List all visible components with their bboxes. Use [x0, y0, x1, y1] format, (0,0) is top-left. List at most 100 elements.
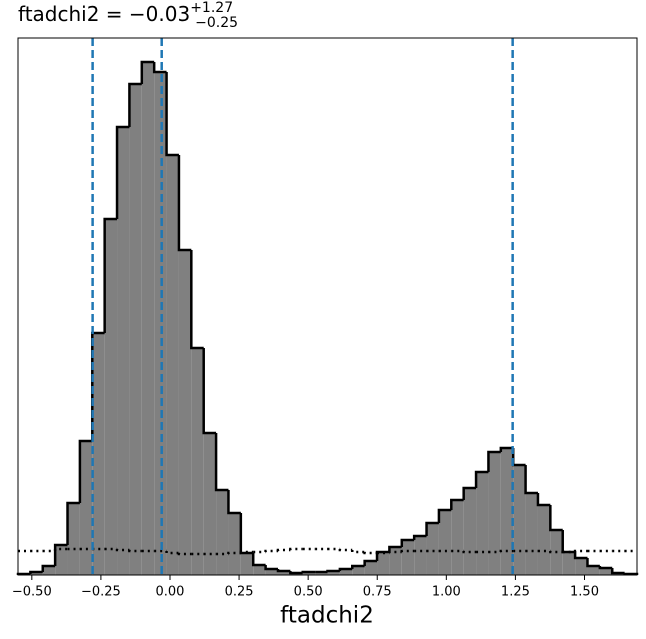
histogram-bar [537, 505, 551, 575]
x-tick-label: 1.50 [570, 585, 599, 600]
histogram-outline [214, 433, 229, 492]
histogram-outline [289, 571, 303, 575]
histogram-outline [202, 348, 217, 435]
histogram-outline [425, 521, 439, 536]
histogram-bar [166, 155, 179, 575]
histogram-outline [177, 155, 192, 252]
histogram-outline [103, 217, 118, 333]
histogram-outline [363, 559, 378, 566]
histogram-outline [499, 446, 514, 452]
histogram-outline [462, 486, 477, 500]
prior-line [239, 550, 254, 554]
histogram-outline [140, 60, 155, 84]
histogram-bar [426, 523, 439, 575]
histogram-bar [476, 472, 489, 575]
histogram-bar [129, 84, 142, 575]
histogram-bar [587, 566, 600, 575]
histogram-bar [240, 553, 254, 575]
histogram-bar [265, 569, 278, 575]
histogram-outline [227, 490, 241, 515]
histogram-outline [53, 543, 68, 566]
prior-line [276, 548, 291, 552]
prior-line [388, 550, 402, 554]
histogram-bar [327, 571, 340, 575]
chart-title: ftadchi2 = −0.03+1.27 −0.25 [18, 0, 238, 31]
histogram-bar [228, 513, 241, 575]
prior-line [165, 551, 179, 555]
prior-line [128, 549, 142, 553]
histogram-bar [500, 448, 514, 575]
histogram-bar [339, 569, 353, 575]
histogram-outline [573, 552, 588, 560]
histogram-outline [276, 569, 291, 573]
prior-line [400, 549, 415, 553]
histogram-bar [414, 536, 427, 575]
x-tick-label: 0.75 [363, 585, 392, 600]
prior-line [351, 550, 365, 554]
histogram-outline [524, 465, 538, 495]
histogram-bar [352, 566, 365, 575]
histogram-outline [474, 470, 489, 488]
title-sub: −0.25 [195, 15, 238, 31]
histogram-outline [251, 553, 266, 567]
histogram-outline [536, 493, 551, 507]
histogram-bar [30, 572, 43, 575]
x-tick-label: 1.00 [432, 585, 461, 600]
histogram-bar [104, 219, 118, 575]
x-tick-label: −0.25 [81, 585, 121, 600]
histogram-bar [364, 561, 378, 575]
histogram-bar [117, 127, 130, 575]
histogram-bar [438, 510, 452, 575]
histogram-outline [610, 568, 625, 575]
prior-line [549, 550, 563, 554]
title-main: ftadchi2 = −0.03 [18, 2, 190, 26]
histogram-bar [253, 565, 266, 575]
histogram-outline [437, 508, 452, 523]
histogram-outline [190, 250, 204, 350]
histogram-bar [389, 547, 402, 575]
histogram-bar [141, 62, 155, 575]
histogram-bar [513, 465, 526, 575]
histogram-bar [488, 452, 501, 575]
histogram-bar [203, 433, 217, 575]
histogram-outline [29, 570, 43, 574]
histogram-outline [487, 450, 501, 472]
histogram-bar [92, 333, 105, 575]
histogram-outline [511, 448, 526, 467]
histogram-bar [451, 500, 464, 575]
histogram-bar [67, 503, 80, 575]
histogram-outline [549, 505, 563, 532]
histogram-outline [561, 530, 576, 554]
histogram-outline [165, 72, 179, 157]
prior-line [115, 548, 130, 552]
prior-line [462, 550, 477, 554]
histogram-bar [191, 348, 204, 575]
x-tick-label: 0.25 [225, 585, 254, 600]
histogram-bar [401, 540, 415, 575]
histogram-bar [463, 488, 477, 575]
prior-line [338, 548, 353, 552]
histogram-outline [66, 501, 80, 545]
histogram-outline [598, 566, 613, 570]
histogram-bar [575, 558, 588, 575]
plot-frame [17, 37, 638, 576]
prior-line [363, 551, 378, 555]
histogram-outline [412, 534, 427, 540]
prior-line [53, 547, 68, 551]
x-tick-label: −0.50 [12, 585, 52, 600]
histogram-bar [42, 566, 56, 575]
histogram-outline [78, 439, 93, 503]
histogram-outline [388, 545, 402, 552]
histogram-outline [326, 569, 340, 573]
histogram-outline [400, 538, 415, 547]
histogram-bar [216, 490, 229, 575]
prior-line [499, 549, 514, 553]
histogram-bar [525, 493, 538, 575]
histogram-outline [450, 498, 464, 510]
histogram-outline [128, 82, 142, 127]
x-axis-label: ftadchi2 [280, 603, 374, 629]
histogram-bar [377, 552, 390, 575]
prior-line [177, 552, 192, 556]
prior-line [227, 551, 241, 555]
x-tick-label: 0.00 [156, 585, 185, 600]
